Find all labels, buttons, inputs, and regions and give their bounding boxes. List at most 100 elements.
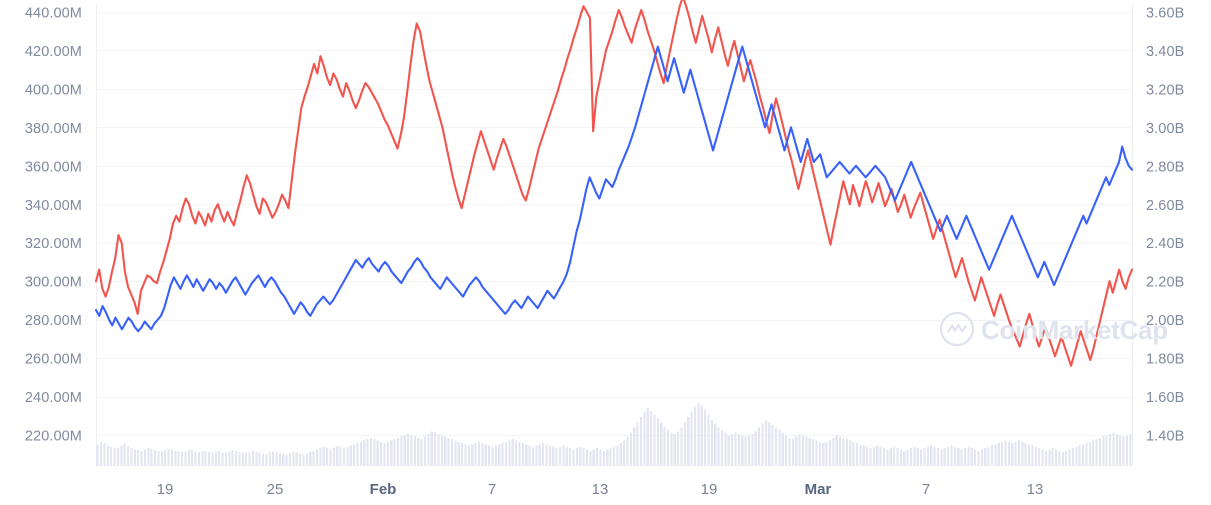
- y-axis-right-tick-label: 1.60B: [1146, 390, 1184, 406]
- volume-bar: [127, 446, 130, 465]
- volume-bar: [609, 448, 612, 465]
- watermark-label: CoinMarketCap: [981, 315, 1168, 345]
- volume-bar: [1088, 441, 1091, 465]
- volume-bar: [110, 446, 113, 465]
- volume-bar: [106, 445, 109, 466]
- volume-bar: [825, 441, 828, 465]
- volume-bar: [238, 452, 241, 465]
- volume-bar: [855, 443, 859, 465]
- volume-bar: [204, 451, 207, 465]
- volume-bar: [842, 437, 845, 466]
- volume-bar: [997, 443, 1000, 465]
- volume-bar: [1125, 435, 1128, 465]
- volume-bar: [754, 431, 757, 465]
- volume-bar: [751, 434, 754, 465]
- volume-bar: [967, 446, 970, 465]
- volume-bar: [808, 437, 811, 466]
- y-axis-left-tick-label: 220.00M: [25, 429, 82, 445]
- volume-bar: [542, 443, 545, 465]
- volume-bar: [670, 432, 673, 465]
- volume-bar: [1109, 434, 1112, 465]
- volume-bar: [1115, 434, 1118, 465]
- volume-bar: [255, 451, 258, 465]
- volume-bar: [916, 448, 919, 465]
- volume-bar: [653, 414, 656, 466]
- volume-bar: [494, 445, 497, 466]
- y-axis-left-tick-label: 320.00M: [25, 236, 82, 252]
- volume-bar: [953, 446, 956, 465]
- volume-bar: [1004, 440, 1007, 465]
- volume-bar: [315, 449, 319, 465]
- volume-bar: [778, 430, 781, 466]
- volume-bar: [366, 439, 369, 465]
- volume-bar: [518, 441, 521, 465]
- volume-bar: [876, 445, 879, 466]
- y-axis-right-tick-label: 3.40B: [1146, 44, 1184, 60]
- volume-bar: [1075, 446, 1078, 465]
- volume-bar: [417, 437, 420, 466]
- volume-bar: [410, 435, 413, 465]
- volume-bar: [852, 441, 855, 465]
- x-axis-tick-label: Feb: [370, 481, 397, 498]
- volume-bar: [1055, 449, 1058, 465]
- volume-bar: [160, 451, 163, 465]
- volume-bar: [319, 448, 322, 465]
- volume-bar: [663, 426, 666, 465]
- volume-bar: [221, 452, 224, 465]
- x-axis-tick-label: 13: [1027, 481, 1044, 498]
- volume-bar: [521, 443, 524, 465]
- volume-bar: [396, 437, 400, 466]
- volume-bar: [859, 444, 862, 465]
- volume-bar: [292, 452, 295, 465]
- volume-bar: [1031, 445, 1034, 466]
- volume-bar: [828, 440, 832, 465]
- volume-bar: [332, 447, 335, 465]
- volume-bar: [329, 448, 332, 465]
- volume-bar: [197, 452, 200, 465]
- volume-bar: [137, 450, 140, 465]
- volume-bar: [1028, 444, 1031, 465]
- y-axis-right-tick-label: 2.40B: [1146, 236, 1184, 252]
- volume-bar: [596, 448, 599, 465]
- volume-bar: [1129, 434, 1132, 465]
- volume-bar: [643, 412, 646, 465]
- volume-bar: [909, 448, 913, 465]
- y-axis-right-tick-label: 2.00B: [1146, 313, 1184, 329]
- volume-bar: [481, 443, 484, 465]
- volume-bar: [511, 439, 514, 465]
- volume-bar: [498, 444, 501, 465]
- volume-bar: [602, 450, 605, 465]
- volume-bar: [795, 436, 798, 465]
- volume-bar: [1112, 432, 1115, 465]
- volume-bar: [177, 451, 180, 465]
- volume-bar: [174, 450, 177, 465]
- volume-bar: [724, 432, 727, 465]
- volume-bar: [818, 441, 821, 465]
- volume-bar: [768, 422, 771, 466]
- volume-bar: [1048, 449, 1051, 465]
- volume-bar: [383, 443, 386, 465]
- volume-bar: [879, 446, 882, 465]
- volume-bar: [984, 448, 987, 465]
- y-axis-left-labels: 440.00M 420.00M 400.00M 380.00M 360.00M 340.0…: [25, 6, 82, 445]
- volume-bar: [633, 427, 636, 465]
- volume-bar: [731, 434, 734, 465]
- volume-bar: [208, 452, 211, 465]
- coinmarketcap-logo-icon: [939, 311, 975, 347]
- volume-bar: [450, 439, 454, 465]
- volume-bar: [515, 440, 518, 465]
- volume-bar: [326, 447, 329, 465]
- volume-bar: [970, 448, 973, 465]
- volume-bar: [862, 445, 865, 466]
- volume-bar: [501, 443, 504, 465]
- volume-bar: [562, 445, 565, 466]
- volume-bar: [582, 448, 585, 465]
- volume-bar: [980, 449, 983, 465]
- volume-bar: [700, 405, 703, 465]
- volume-bar: [1017, 440, 1020, 465]
- volume-bar: [957, 448, 960, 465]
- y-axis-left-tick-label: 260.00M: [25, 352, 82, 368]
- volume-bar: [427, 434, 430, 465]
